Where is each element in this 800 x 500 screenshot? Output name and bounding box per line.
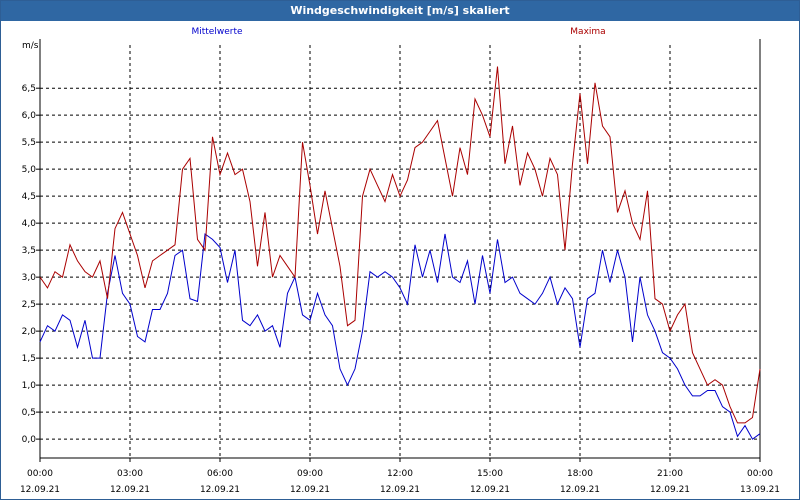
x-tick-time: 12:00 [387, 469, 413, 479]
x-tick-date: 12.09.21 [650, 485, 690, 495]
y-tick-label: 1,0 [22, 381, 37, 391]
y-tick-label: 5,0 [22, 165, 37, 175]
x-tick-date: 12.09.21 [200, 485, 240, 495]
x-tick-date: 12.09.21 [110, 485, 150, 495]
legend-maxima: Maxima [570, 27, 605, 37]
x-tick-time: 18:00 [567, 469, 593, 479]
x-tick-time: 21:00 [657, 469, 683, 479]
x-tick-labels: 00:00 12.09.21 03:00 12.09.21 06:00 12.09.21 0… [20, 469, 780, 495]
x-tick-date: 12.09.21 [290, 485, 330, 495]
x-tick-date: 12.09.21 [20, 485, 60, 495]
y-tick-label: 0,5 [22, 408, 36, 418]
y-tick-label: 1,5 [22, 354, 36, 364]
y-tick-label: 4,5 [22, 192, 36, 202]
x-tick-date: 12.09.21 [380, 485, 420, 495]
x-tick-date: 12.09.21 [560, 485, 600, 495]
grid [40, 45, 760, 458]
x-tick-time: 06:00 [207, 469, 233, 479]
y-axis-label: m/s [22, 41, 39, 51]
x-tick-time: 00:00 [747, 469, 773, 479]
x-tick-date: 13.09.21 [740, 485, 780, 495]
y-tick-label: 0,0 [22, 435, 37, 445]
y-tick-label: 2,5 [22, 300, 36, 310]
x-tick-date: 12.09.21 [470, 485, 510, 495]
y-tick-label: 6,0 [22, 111, 37, 121]
x-tick-time: 15:00 [477, 469, 503, 479]
y-tick-label: 6,5 [22, 84, 36, 94]
window-title: Windgeschwindigkeit [m/s] skaliert [1, 1, 799, 21]
x-tick-time: 00:00 [27, 469, 53, 479]
y-tick-label: 5,5 [22, 138, 36, 148]
y-tick-label: 3,0 [22, 273, 37, 283]
series-line-mittelwerte [39, 233, 761, 440]
legend-mittelwerte: Mittelwerte [191, 27, 242, 37]
axes [36, 39, 761, 462]
y-tick-label: 3,5 [22, 246, 36, 256]
y-tick-label: 2,0 [22, 327, 37, 337]
x-tick-time: 03:00 [117, 469, 143, 479]
series-line-maxima [39, 66, 761, 424]
y-tick-label: 4,0 [22, 219, 37, 229]
y-tick-labels: 0,0 0,5 1,0 1,5 2,0 2,5 3,0 3,5 4,0 4,5 5,0 5,5 6,0 6… [22, 84, 37, 445]
x-tick-time: 09:00 [297, 469, 323, 479]
series-lines [39, 66, 761, 440]
